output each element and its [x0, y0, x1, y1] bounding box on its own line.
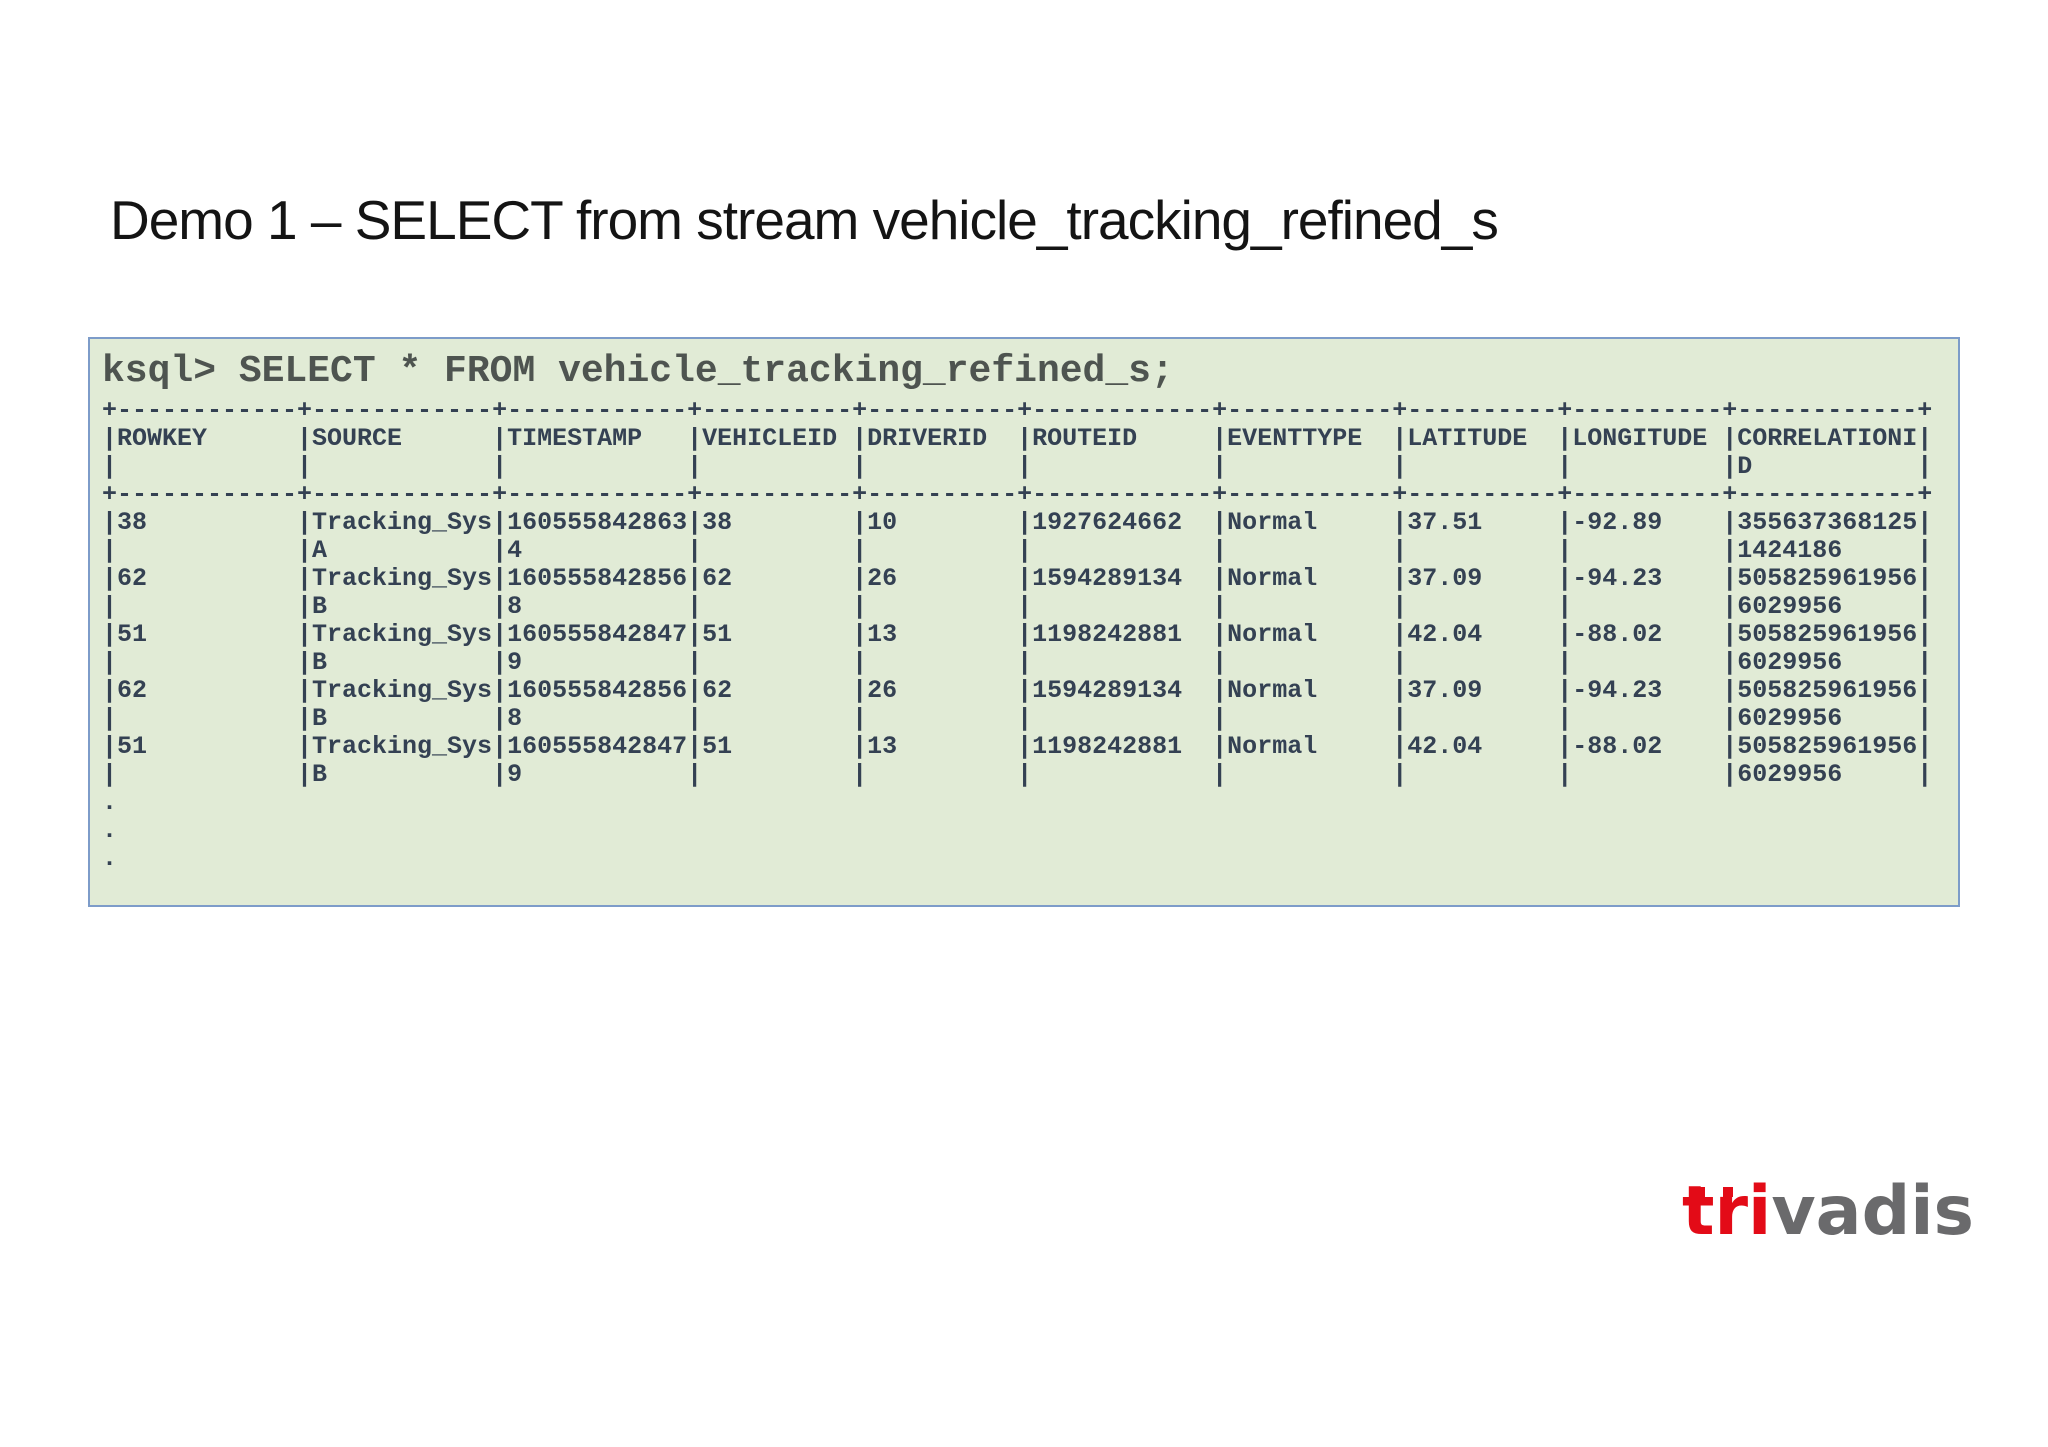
logo-dot-icon [1723, 1187, 1733, 1197]
logo-text-vadis: vadis [1771, 1172, 1975, 1251]
logo-dot-icon [1695, 1187, 1705, 1197]
logo-text-tri: tri [1682, 1172, 1772, 1251]
trivadis-logo: trivadis [1682, 1178, 1974, 1246]
slide-title: Demo 1 – SELECT from stream vehicle_trac… [110, 189, 1499, 251]
console-query-result-output: +------------+------------+------------+… [102, 396, 1933, 873]
console-prompt-line: ksql> SELECT * FROM vehicle_tracking_ref… [102, 350, 1174, 393]
ksql-console-box: ksql> SELECT * FROM vehicle_tracking_ref… [88, 337, 1960, 907]
